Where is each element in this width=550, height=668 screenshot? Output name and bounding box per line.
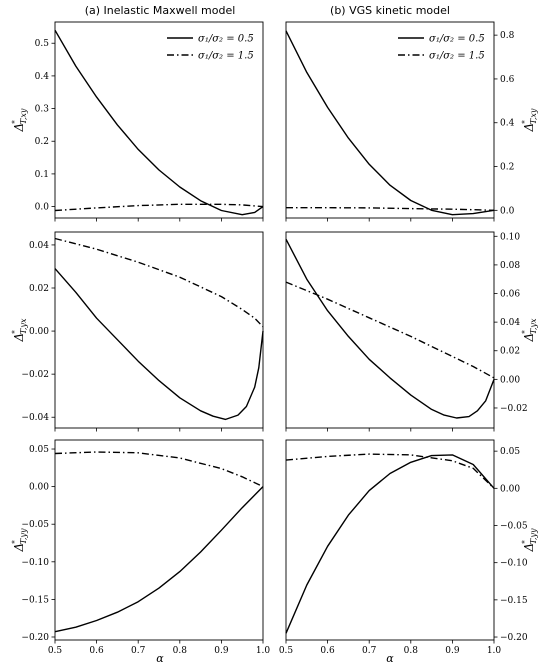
y-tick-label: 0.6 bbox=[500, 75, 515, 85]
series-line bbox=[285, 281, 495, 379]
series-line bbox=[285, 238, 495, 419]
y-tick-label: −0.05 bbox=[500, 522, 528, 532]
panel-b-yx: −0.02 0.00 0.02 0.04 0.06 0.08 0.10 Δ*T,yx bbox=[285, 231, 538, 432]
y-tick-label: −0.15 bbox=[21, 595, 49, 605]
y-tick-label: 0.06 bbox=[500, 290, 520, 300]
y-tick-label: 0.1 bbox=[35, 170, 49, 180]
series-line bbox=[286, 206, 495, 211]
legend-label: σ₁/σ₂ = 1.5 bbox=[429, 51, 485, 62]
x-tick-label: 0.6 bbox=[320, 646, 335, 656]
x-tick-label: 1.0 bbox=[256, 646, 271, 656]
series-line bbox=[54, 451, 264, 488]
col-title-a: (a) Inelastic Maxwell model bbox=[85, 4, 236, 17]
y-tick-label: 0.00 bbox=[500, 375, 520, 385]
y-tick-label: 0.10 bbox=[500, 232, 520, 242]
y-tick-label: −0.15 bbox=[500, 596, 528, 606]
panel-a-xy: 0.0 0.1 0.2 0.3 0.4 0.5 Δ*T,xy bbox=[11, 21, 264, 222]
panel-a-yy: 0.5 0.6 0.7 0.8 0.9 1.0 −0.20 −0.15 −0.10 −0.05 0.… bbox=[11, 439, 271, 656]
y-tick-label: 0.2 bbox=[35, 137, 49, 147]
x-tick-label: 0.8 bbox=[173, 646, 188, 656]
y-tick-label: 0.3 bbox=[35, 105, 50, 115]
series-line bbox=[285, 454, 495, 634]
x-axis-label-left: α bbox=[156, 652, 164, 665]
series-line bbox=[54, 237, 264, 328]
y-tick-label: −0.02 bbox=[500, 404, 528, 414]
y-tick-label: −0.20 bbox=[500, 633, 528, 643]
y-tick-label: 0.2 bbox=[500, 163, 514, 173]
legend-label: σ₁/σ₂ = 1.5 bbox=[198, 51, 254, 62]
x-tick-label: 0.6 bbox=[89, 646, 104, 656]
y-axis-label: Δ*T,yy bbox=[521, 528, 538, 552]
series-line bbox=[285, 453, 495, 489]
y-tick-label: 0.0 bbox=[500, 206, 515, 216]
y-tick-label: −0.04 bbox=[21, 413, 49, 423]
plot-frame bbox=[285, 21, 495, 219]
y-axis-label: Δ*T,xy bbox=[521, 108, 538, 132]
x-tick-label: 0.9 bbox=[214, 646, 229, 656]
y-tick-label: 0.5 bbox=[35, 39, 50, 49]
panel-b-xy: 0.0 0.2 0.4 0.6 0.8 Δ*T,xy bbox=[285, 21, 538, 222]
y-tick-label: 0.04 bbox=[29, 241, 49, 251]
y-tick-label: −0.20 bbox=[21, 633, 49, 643]
y-tick-label: −0.10 bbox=[500, 559, 528, 569]
y-tick-label: 0.05 bbox=[500, 447, 520, 457]
legend-label: σ₁/σ₂ = 0.5 bbox=[198, 34, 254, 45]
x-tick-label: 1.0 bbox=[487, 646, 502, 656]
y-tick-label: −0.10 bbox=[21, 558, 49, 568]
y-tick-label: 0.08 bbox=[500, 261, 520, 271]
y-tick-label: 0.4 bbox=[500, 119, 515, 129]
y-tick-label: 0.4 bbox=[35, 72, 50, 82]
plot-frame bbox=[54, 21, 264, 219]
x-tick-label: 0.7 bbox=[131, 646, 146, 656]
y-tick-label: 0.00 bbox=[29, 327, 49, 337]
legend: σ₁/σ₂ = 0.5 σ₁/σ₂ = 1.5 bbox=[398, 34, 485, 62]
series-line bbox=[54, 486, 264, 633]
y-tick-label: 0.02 bbox=[29, 284, 49, 294]
x-tick-label: 0.7 bbox=[362, 646, 377, 656]
series-line bbox=[54, 268, 264, 421]
y-axis-label: Δ*T,yx bbox=[11, 318, 28, 342]
y-axis-label: Δ*T,yy bbox=[11, 528, 28, 552]
y-axis-label: Δ*T,xy bbox=[11, 108, 28, 132]
panel-b-yy: 0.5 0.6 0.7 0.8 0.9 1.0 −0.20 −0.15 −0.10 −0.05 0.… bbox=[279, 439, 538, 656]
y-tick-label: −0.02 bbox=[21, 370, 49, 380]
x-axis-label-right: α bbox=[386, 652, 394, 665]
y-tick-label: 0.8 bbox=[500, 31, 515, 41]
x-tick-label: 0.5 bbox=[279, 646, 294, 656]
plot-frame bbox=[285, 231, 495, 429]
series-line bbox=[54, 29, 264, 216]
y-tick-label: 0.02 bbox=[500, 347, 520, 357]
plot-frame bbox=[285, 439, 495, 641]
y-tick-label: 0.0 bbox=[35, 203, 50, 213]
legend: σ₁/σ₂ = 0.5 σ₁/σ₂ = 1.5 bbox=[167, 34, 254, 62]
panel-a-yx: −0.04 −0.02 0.00 0.02 0.04 Δ*T,yx bbox=[11, 231, 264, 432]
x-tick-label: 0.8 bbox=[404, 646, 419, 656]
y-tick-label: 0.04 bbox=[500, 318, 520, 328]
col-title-b: (b) VGS kinetic model bbox=[330, 4, 450, 17]
y-tick-label: 0.05 bbox=[29, 445, 49, 455]
x-tick-label: 0.5 bbox=[48, 646, 63, 656]
series-line bbox=[285, 30, 495, 216]
y-tick-label: 0.00 bbox=[500, 484, 520, 494]
series-line bbox=[54, 203, 264, 212]
y-axis-label: Δ*T,yx bbox=[521, 318, 538, 342]
plot-frame bbox=[54, 439, 264, 641]
legend-label: σ₁/σ₂ = 0.5 bbox=[429, 34, 485, 45]
y-tick-label: −0.05 bbox=[21, 520, 49, 530]
x-tick-label: 0.9 bbox=[445, 646, 460, 656]
plot-frame bbox=[54, 231, 264, 429]
y-tick-label: 0.00 bbox=[29, 483, 49, 493]
